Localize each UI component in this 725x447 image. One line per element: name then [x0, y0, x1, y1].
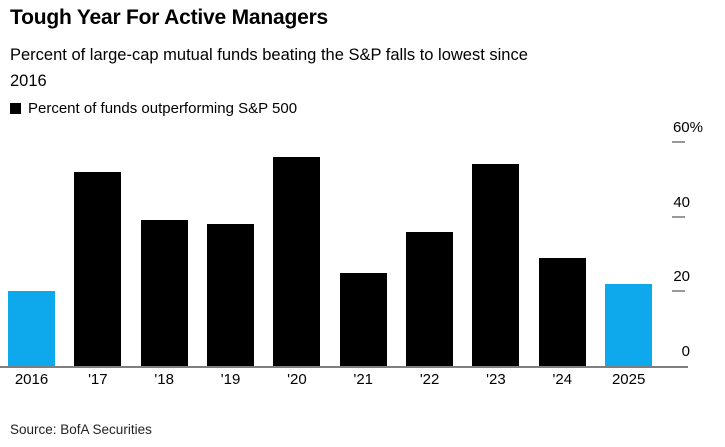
x-axis-label: '17: [88, 371, 108, 388]
x-axis-line: [0, 365, 688, 368]
bar-20: [273, 156, 321, 366]
x-axis-label: '23: [486, 371, 506, 388]
y-axis-tick: [672, 290, 685, 293]
bar-2016: [8, 291, 55, 366]
x-axis-label: '21: [353, 371, 374, 388]
x-axis-label: 2016: [14, 371, 49, 388]
legend: Percent of funds outperforming S&P 500: [10, 100, 297, 117]
source-note: Source: BofA Securities: [10, 422, 152, 437]
legend-label: Percent of funds outperforming S&P 500: [28, 100, 298, 117]
bar-21: [339, 272, 387, 366]
bar-18: [140, 220, 188, 366]
y-axis-label: 0: [681, 343, 690, 360]
y-axis-tick: [672, 141, 685, 143]
chart-subtitle-line1: Percent of large-cap mutual funds beatin…: [10, 46, 528, 64]
page-title: Tough Year For Active Managers: [10, 6, 329, 29]
bar-19: [207, 224, 255, 366]
x-axis-label: '18: [154, 371, 174, 388]
legend-swatch-icon: [10, 103, 21, 114]
y-axis-label: 60%: [672, 119, 703, 136]
bar-23: [472, 164, 520, 366]
y-axis-label: 40: [673, 193, 690, 211]
x-axis-label: '19: [220, 371, 241, 388]
bar-24: [538, 257, 586, 366]
chart-subtitle-line2: 2016: [10, 72, 47, 90]
x-axis-label: 2025: [611, 371, 646, 388]
bar-22: [406, 231, 454, 366]
y-axis-tick: [672, 215, 685, 218]
bar-2025: [605, 283, 653, 366]
chart-subtitle: Percent of large-cap mutual funds beatin…: [10, 42, 528, 94]
x-axis-label: '20: [287, 371, 307, 388]
x-axis-label: '24: [552, 371, 573, 388]
bar-17: [74, 171, 122, 366]
y-axis-label: 20: [673, 268, 690, 286]
x-axis-label: '22: [419, 371, 440, 388]
